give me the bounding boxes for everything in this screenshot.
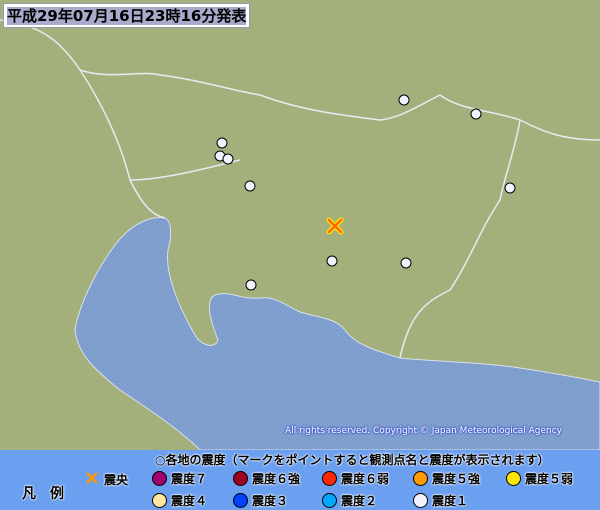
intensity-color-dot: [233, 471, 248, 486]
epicenter-x-mark-icon[interactable]: [326, 217, 344, 235]
station-marker[interactable]: [504, 182, 516, 194]
legend-epicenter: 震央: [104, 473, 129, 487]
intensity-color-dot: [322, 471, 337, 486]
legend-item-label: 震度５弱: [525, 472, 574, 486]
legend-item-label: 震度５強: [432, 472, 481, 486]
station-marker[interactable]: [398, 94, 410, 106]
station-marker[interactable]: [244, 180, 256, 192]
legend-label: 凡 例: [22, 486, 64, 502]
sea: [74, 216, 600, 450]
copyright: All rights reserved. Copyright © Japan M…: [285, 426, 562, 436]
intensity-color-dot: [413, 493, 428, 508]
issued-time-title: 平成29年07月16日23時16分発表: [3, 3, 251, 28]
legend-item-label: 震度７: [171, 472, 208, 486]
intensity-color-dot: [413, 471, 428, 486]
station-markers[interactable]: [214, 94, 516, 291]
legend-item-label: 震度３: [252, 494, 289, 508]
intensity-color-dot: [152, 471, 167, 486]
legend-item-label: 震度６強: [252, 472, 301, 486]
station-marker[interactable]: [326, 255, 338, 267]
legend-item-label: 震度４: [171, 494, 208, 508]
epicenter-x-icon: [86, 472, 98, 484]
station-marker[interactable]: [245, 279, 257, 291]
earthquake-map: [0, 0, 600, 450]
bay-island: [410, 310, 455, 350]
station-marker[interactable]: [222, 153, 234, 165]
legend: 凡 例 ○各地の震度（マークをポイントすると観測点名と震度が表示されます） 震央…: [0, 450, 600, 510]
intensity-color-dot: [322, 493, 337, 508]
legend-heading: ○各地の震度（マークをポイントすると観測点名と震度が表示されます）: [155, 453, 550, 467]
station-marker[interactable]: [470, 108, 482, 120]
legend-item-label: 震度６弱: [341, 472, 390, 486]
legend-item-label: 震度１: [432, 494, 469, 508]
station-marker[interactable]: [216, 137, 228, 149]
intensity-color-dot: [506, 471, 521, 486]
prefecture-borders: [0, 19, 600, 359]
station-marker[interactable]: [400, 257, 412, 269]
legend-item-label: 震度２: [341, 494, 378, 508]
intensity-color-dot: [152, 493, 167, 508]
intensity-color-dot: [233, 493, 248, 508]
